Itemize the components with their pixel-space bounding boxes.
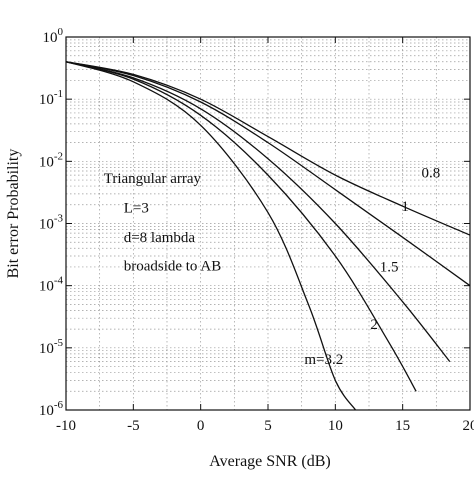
y-tick-base: 10 (43, 30, 58, 46)
y-tick-exponent: -6 (54, 399, 64, 411)
y-tick-label: 10-1 (39, 88, 63, 108)
y-tick-label: 10-3 (39, 213, 64, 233)
x-axis-ticks: -10 -5 0 5 10 15 20 (56, 37, 474, 434)
y-tick-exponent: -5 (54, 337, 64, 349)
y-tick-label: 10-4 (39, 275, 64, 295)
x-tick-label: 5 (264, 418, 272, 434)
y-tick-exponent: -3 (54, 213, 64, 225)
y-tick-base: 10 (39, 279, 54, 295)
y-tick-exponent: -1 (54, 88, 63, 100)
y-tick-base: 10 (39, 217, 54, 233)
x-axis-label: Average SNR (dB) (209, 453, 330, 470)
curve-label-0: 0.8 (422, 165, 441, 181)
y-tick-exponent: -2 (54, 150, 63, 162)
x-tick-label: -10 (56, 418, 76, 434)
grid (66, 37, 470, 410)
curve-label-2: 1.5 (380, 259, 399, 275)
y-tick-label: 10-5 (39, 337, 64, 357)
y-tick-exponent: 0 (58, 26, 64, 38)
x-tick-label: -5 (127, 418, 140, 434)
curve-labels: 0.8 1 1.5 2 m=3.2 (304, 165, 440, 368)
x-tick-label: 20 (463, 418, 474, 434)
y-tick-base: 10 (39, 92, 54, 108)
x-tick-label: 10 (328, 418, 343, 434)
y-tick-label: 10-6 (39, 399, 64, 419)
annotation-line-0: Triangular array (104, 171, 202, 187)
annotation-block: Triangular array L=3 d=8 lambda broadside t… (104, 171, 222, 275)
x-tick-label: 15 (395, 418, 410, 434)
curve-label-1: 1 (401, 199, 409, 215)
annotation-line-2: d=8 lambda (124, 230, 196, 246)
y-tick-base: 10 (39, 154, 54, 170)
y-tick-exponent: -4 (54, 275, 64, 287)
x-tick-label: 0 (197, 418, 205, 434)
y-tick-base: 10 (39, 403, 54, 419)
y-tick-label: 100 (43, 26, 64, 46)
annotation-line-1: L=3 (124, 201, 149, 217)
curve-label-4: m=3.2 (304, 352, 343, 368)
y-tick-base: 10 (39, 341, 54, 357)
y-tick-label: 10-2 (39, 150, 63, 170)
curve-label-3: 2 (370, 317, 378, 333)
y-axis-label: Bit error Probability (5, 149, 22, 279)
annotation-line-3: broadside to AB (124, 259, 222, 275)
